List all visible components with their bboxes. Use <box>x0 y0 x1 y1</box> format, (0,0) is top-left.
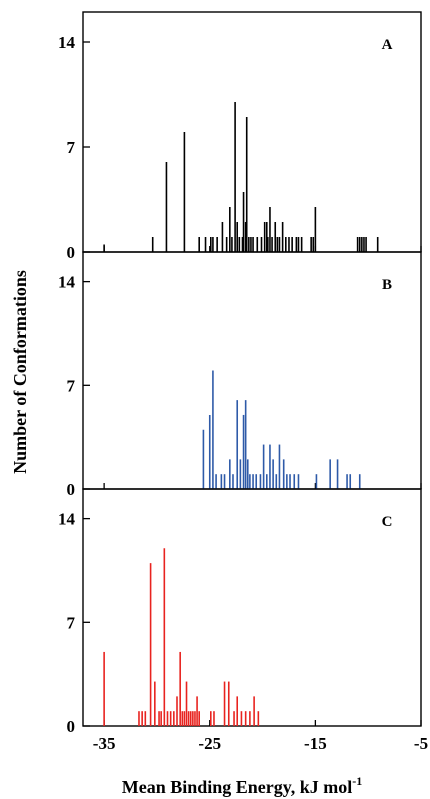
panel-a-label: A <box>382 37 393 53</box>
panel-b-ytick-label: 14 <box>58 273 76 292</box>
panel-a-frame <box>82 11 422 253</box>
panels: 0 7 14 A 0 7 14 B 0 7 14 C -35 -25 -15 -5 <box>58 11 428 753</box>
panel-b-ytick-label: 7 <box>67 376 76 395</box>
panel-c-ytick-label: 7 <box>67 613 76 632</box>
panel-b-ytick-label: 0 <box>67 480 76 499</box>
x-axis-label: Mean Binding Energy, kJ mol-1 <box>122 774 363 797</box>
y-axis-label: Number of Conformations <box>10 270 30 474</box>
panel-b: 0 7 14 B <box>58 251 422 499</box>
panel-a-ytick-label: 14 <box>58 33 76 52</box>
panel-a: 0 7 14 A <box>58 11 422 262</box>
panel-c: 0 7 14 C <box>58 488 422 736</box>
x-tick-label: -35 <box>93 734 116 753</box>
panel-b-frame <box>82 251 422 490</box>
x-axis-label-superscript: -1 <box>352 774 362 788</box>
panel-c-ytick-label: 0 <box>67 717 76 736</box>
panel-a-ytick-label: 0 <box>67 243 76 262</box>
panel-b-label: B <box>382 277 392 293</box>
panel-c-ytick-label: 14 <box>58 510 76 529</box>
x-tick-label: -15 <box>304 734 327 753</box>
panel-a-ytick-label: 7 <box>67 138 76 157</box>
panel-c-label: C <box>382 514 393 530</box>
x-tick-label: -5 <box>414 734 428 753</box>
x-tick-label: -25 <box>198 734 221 753</box>
panel-c-frame <box>82 488 422 727</box>
